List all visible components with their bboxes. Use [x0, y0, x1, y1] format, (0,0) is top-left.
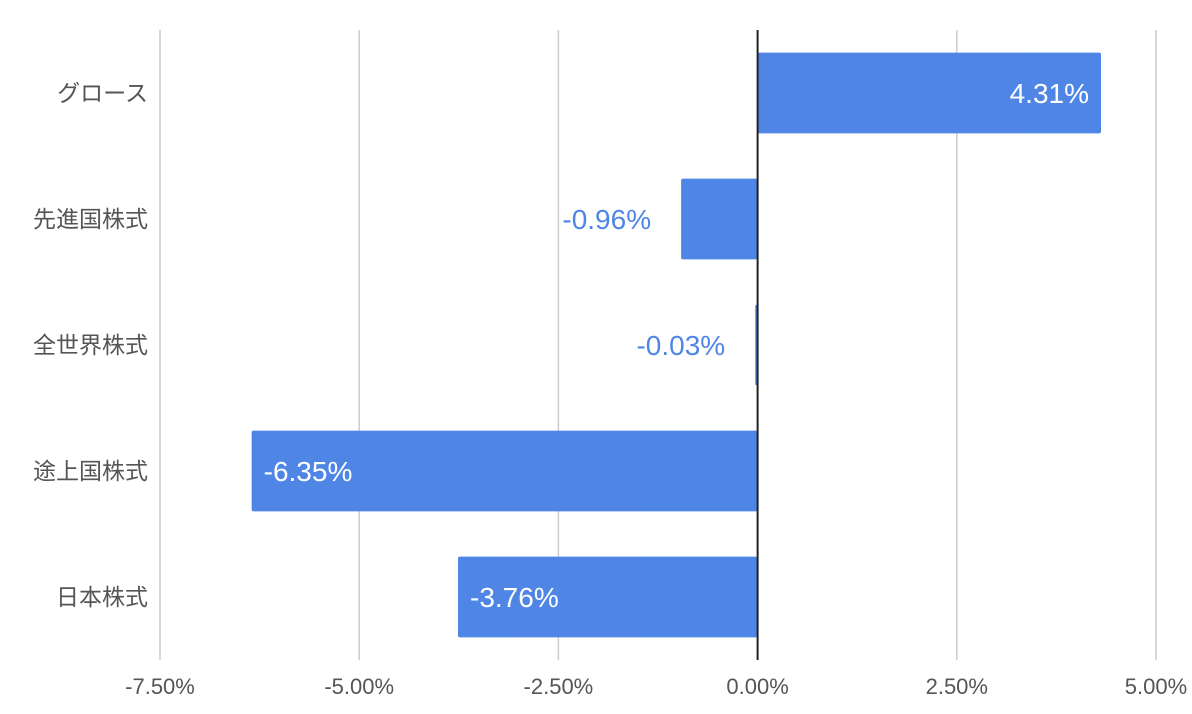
data-label: 4.31% [1010, 78, 1089, 109]
category-label: 日本株式 [56, 585, 148, 611]
category-label: グロース [57, 81, 148, 107]
x-tick-label: 2.50% [926, 674, 988, 699]
category-label: 先進国株式 [33, 207, 148, 233]
label-layer: -7.50% -5.00% -2.50% 0.00% 2.50% 5.00% グロース 4.3… [33, 78, 1187, 699]
x-tick-label: -5.00% [324, 674, 394, 699]
x-tick-label: -2.50% [524, 674, 594, 699]
bar [251, 430, 758, 512]
bar-layer [251, 52, 1102, 638]
data-label: -0.03% [636, 330, 725, 361]
x-tick-label: -7.50% [125, 674, 195, 699]
bar [757, 52, 1102, 134]
grid-layer [159, 30, 1157, 660]
bar [458, 556, 758, 638]
x-tick-label: 5.00% [1125, 674, 1187, 699]
bar [681, 178, 758, 260]
data-label: -0.96% [562, 204, 651, 235]
category-label: 途上国株式 [33, 459, 148, 485]
x-tick-label: 0.00% [726, 674, 788, 699]
data-label: -6.35% [264, 456, 353, 487]
data-label: -3.76% [470, 582, 559, 613]
category-label: 全世界株式 [33, 333, 148, 359]
